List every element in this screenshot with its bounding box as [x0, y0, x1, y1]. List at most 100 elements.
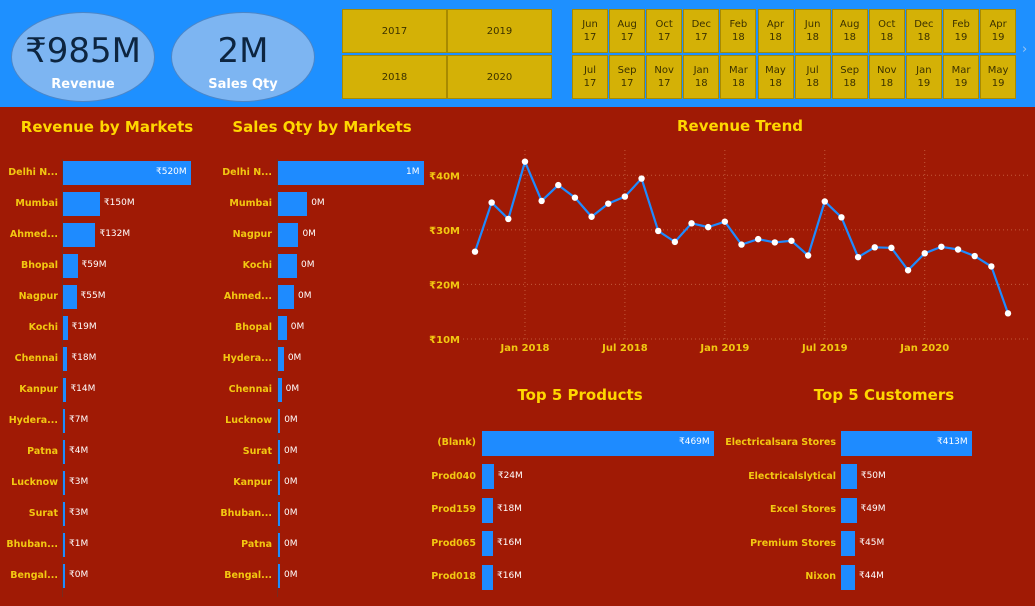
bar-prod159[interactable] — [482, 497, 493, 523]
bar-nagpur[interactable] — [278, 223, 299, 247]
bar-data-label: ₹16M — [497, 571, 522, 581]
bar-electricalsara-stores[interactable] — [841, 430, 972, 456]
bar-delhi-n[interactable] — [63, 161, 191, 185]
month-option-jun-17[interactable]: Jun 17 — [572, 9, 608, 53]
bar-lucknow[interactable] — [63, 471, 65, 495]
bar-ahmed[interactable] — [278, 285, 295, 309]
bar--blank[interactable] — [482, 430, 714, 456]
month-option-dec-18[interactable]: Dec 18 — [905, 9, 942, 53]
bar-category-label: Kochi — [28, 322, 58, 333]
revenue-kpi-label: Revenue — [51, 77, 115, 92]
bar-excel-stores[interactable] — [841, 497, 857, 523]
bar-delhi-n[interactable] — [278, 161, 424, 185]
bar-patna[interactable] — [63, 440, 65, 464]
month-option-mar-18[interactable]: Mar 18 — [720, 55, 757, 99]
month-option-oct-18[interactable]: Oct 18 — [868, 9, 905, 53]
month-option-jan-18[interactable]: Jan 18 — [683, 55, 720, 99]
month-option-nov-18[interactable]: Nov 18 — [868, 55, 905, 99]
bar-chart-axis — [62, 159, 63, 597]
y-tick-label: ₹40M — [429, 171, 460, 182]
slicer-scroll-right-icon[interactable]: › — [1022, 42, 1028, 57]
month-option-jul-18[interactable]: Jul 18 — [794, 55, 831, 99]
month-option-jan-19[interactable]: Jan 19 — [905, 55, 942, 99]
month-option-jun-18[interactable]: Jun 18 — [794, 9, 831, 53]
bar-kanpur[interactable] — [63, 378, 67, 402]
bar-category-label: Prod040 — [431, 470, 476, 482]
bar-category-label: Patna — [27, 446, 58, 457]
bar-data-label: ₹0M — [69, 570, 89, 580]
bar-kochi[interactable] — [63, 316, 68, 340]
y-tick-label: ₹30M — [429, 226, 460, 237]
month-option-oct-17[interactable]: Oct 17 — [646, 9, 683, 53]
bar-bhuban[interactable] — [278, 502, 280, 526]
month-option-aug-17[interactable]: Aug 17 — [609, 9, 646, 53]
month-option-sep-18[interactable]: Sep 18 — [831, 55, 868, 99]
bar-data-label: ₹132M — [99, 229, 131, 239]
bar-chennai[interactable] — [278, 378, 282, 402]
month-option-feb-18[interactable]: Feb 18 — [720, 9, 757, 53]
bar-hydera[interactable] — [63, 409, 65, 433]
bar-kochi[interactable] — [278, 254, 297, 278]
month-option-aug-18[interactable]: Aug 18 — [831, 9, 868, 53]
bar-mumbai[interactable] — [63, 192, 100, 216]
bar-prod040[interactable] — [482, 464, 494, 489]
bar-bhuban[interactable] — [63, 533, 65, 557]
bar-data-label: 0M — [300, 260, 315, 270]
month-option-may-18[interactable]: May 18 — [757, 55, 794, 99]
bar-data-label: 0M — [287, 353, 302, 363]
month-option-apr-19[interactable]: Apr 19 — [980, 9, 1017, 53]
bar-chennai[interactable] — [63, 347, 68, 371]
revenue-trend-point — [771, 239, 779, 246]
bar-category-label: Delhi N... — [8, 167, 58, 178]
month-option-apr-18[interactable]: Apr 18 — [757, 9, 794, 53]
y-tick-label: ₹10M — [429, 335, 460, 346]
bar-category-label: Surat — [28, 508, 58, 519]
bar-surat[interactable] — [63, 502, 65, 526]
month-option-feb-19[interactable]: Feb 19 — [943, 9, 979, 53]
bar-category-label: Nagpur — [18, 291, 58, 302]
bar-data-label: 0M — [284, 415, 298, 425]
bar-kanpur[interactable] — [278, 471, 280, 495]
bar-category-label: (Blank) — [437, 437, 476, 448]
bar-surat[interactable] — [278, 440, 280, 464]
revenue-trend-point — [988, 263, 995, 270]
x-tick-label: Jan 2018 — [500, 343, 550, 354]
year-option-2019[interactable]: 2019 — [447, 9, 552, 53]
x-tick-label: Jul 2018 — [601, 343, 648, 354]
revenue-trend-point — [605, 200, 612, 207]
bar-mumbai[interactable] — [278, 192, 308, 216]
bar-data-label: ₹14M — [70, 384, 96, 394]
bar-ahmed[interactable] — [63, 223, 96, 247]
bar-premium-stores[interactable] — [841, 531, 856, 556]
bar-nixon[interactable] — [841, 564, 855, 590]
bar-data-label: ₹4M — [69, 446, 89, 456]
bar-electricalslytical[interactable] — [841, 464, 857, 489]
bar-bhopal[interactable] — [278, 316, 287, 340]
revenue-trend-point — [921, 250, 928, 257]
month-option-may-19[interactable]: May 19 — [980, 55, 1017, 99]
month-option-sep-17[interactable]: Sep 17 — [609, 55, 646, 99]
month-option-nov-17[interactable]: Nov 17 — [646, 55, 683, 99]
month-option-dec-17[interactable]: Dec 17 — [683, 9, 720, 53]
year-option-2017[interactable]: 2017 — [342, 9, 447, 53]
bar-nagpur[interactable] — [63, 285, 77, 309]
year-option-2018[interactable]: 2018 — [342, 55, 447, 99]
bar-hydera[interactable] — [278, 347, 284, 371]
bar-category-label: Prod018 — [431, 571, 476, 582]
month-option-mar-19[interactable]: Mar 19 — [943, 55, 979, 99]
y-tick-label: ₹20M — [429, 280, 460, 291]
bar-lucknow[interactable] — [278, 409, 281, 433]
bar-prod065[interactable] — [482, 531, 493, 556]
revenue-trend-point — [521, 158, 529, 165]
revenue-trend-point — [588, 213, 595, 220]
bar-bengal[interactable] — [63, 564, 65, 588]
bar-data-label: 0M — [298, 291, 312, 301]
bar-bengal[interactable] — [278, 564, 280, 588]
bar-prod018[interactable] — [482, 564, 493, 590]
revenue-trend-point — [638, 175, 645, 182]
year-option-2020[interactable]: 2020 — [447, 55, 552, 99]
bar-patna[interactable] — [278, 533, 280, 557]
bar-category-label: Bhuban... — [220, 508, 272, 519]
bar-bhopal[interactable] — [63, 254, 78, 278]
month-option-jul-17[interactable]: Jul 17 — [572, 55, 608, 99]
